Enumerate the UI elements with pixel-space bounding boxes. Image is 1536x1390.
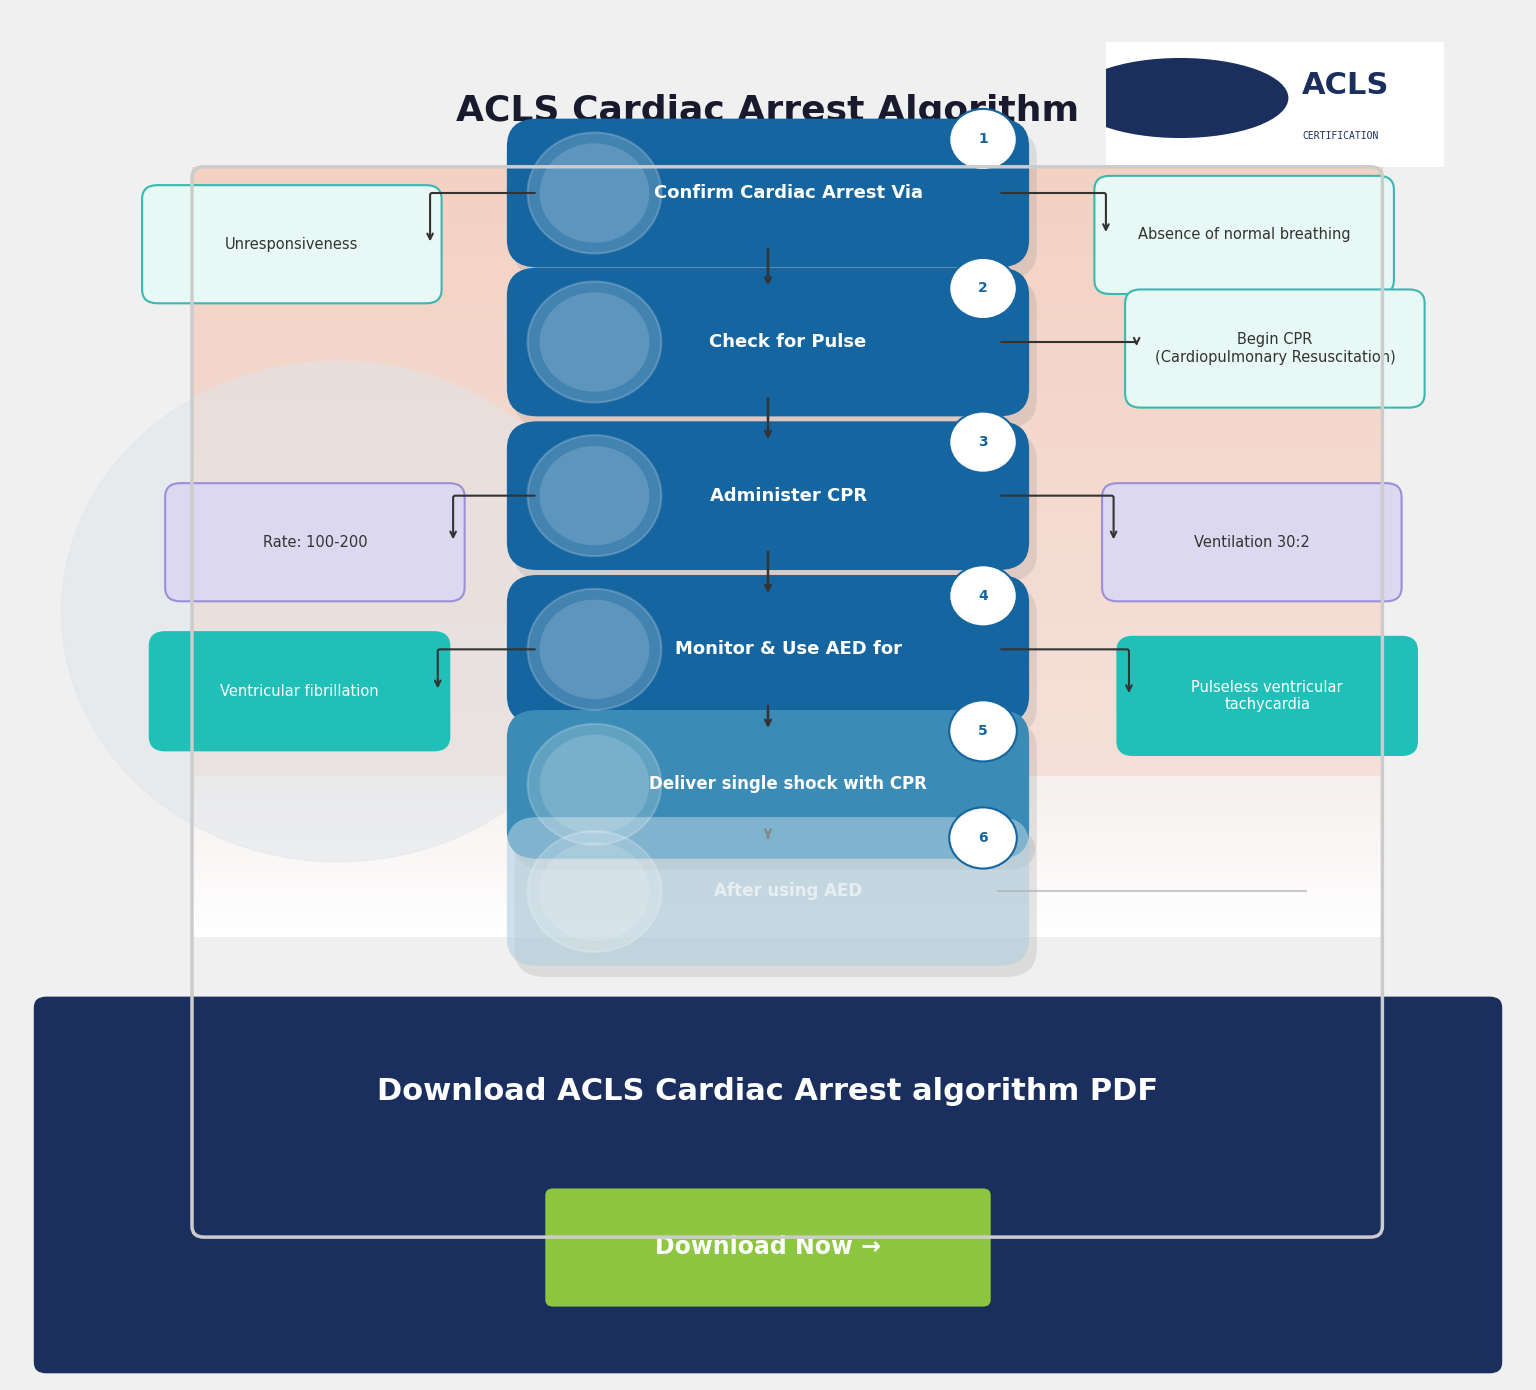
Text: 1: 1 xyxy=(978,132,988,146)
FancyBboxPatch shape xyxy=(151,632,449,751)
Text: CERTIFICATION: CERTIFICATION xyxy=(1303,131,1378,140)
FancyBboxPatch shape xyxy=(34,997,1502,1373)
Text: ACLS Cardiac Arrest Algorithm: ACLS Cardiac Arrest Algorithm xyxy=(456,95,1080,128)
Circle shape xyxy=(61,361,614,862)
FancyBboxPatch shape xyxy=(1117,637,1416,755)
Circle shape xyxy=(949,701,1017,762)
FancyBboxPatch shape xyxy=(515,432,1037,581)
Circle shape xyxy=(527,831,662,952)
Text: Begin CPR
(Cardiopulmonary Resuscitation): Begin CPR (Cardiopulmonary Resuscitation… xyxy=(1155,332,1395,364)
FancyBboxPatch shape xyxy=(507,268,1029,417)
Text: Unresponsiveness: Unresponsiveness xyxy=(226,236,358,252)
Circle shape xyxy=(527,282,662,403)
FancyBboxPatch shape xyxy=(507,710,1029,859)
Circle shape xyxy=(539,143,650,243)
FancyBboxPatch shape xyxy=(1094,177,1395,295)
Text: Administer CPR: Administer CPR xyxy=(710,486,866,505)
FancyBboxPatch shape xyxy=(515,129,1037,278)
FancyBboxPatch shape xyxy=(507,817,1029,966)
Circle shape xyxy=(539,735,650,834)
Circle shape xyxy=(539,599,650,699)
Circle shape xyxy=(1072,58,1289,138)
Circle shape xyxy=(949,808,1017,869)
Text: Download Now →: Download Now → xyxy=(654,1234,882,1259)
FancyBboxPatch shape xyxy=(1124,289,1424,407)
Text: Monitor & Use AED for: Monitor & Use AED for xyxy=(674,641,902,659)
Text: 2: 2 xyxy=(978,282,988,296)
Circle shape xyxy=(539,842,650,941)
FancyBboxPatch shape xyxy=(507,421,1029,570)
FancyBboxPatch shape xyxy=(141,185,442,303)
FancyBboxPatch shape xyxy=(515,587,1037,735)
Circle shape xyxy=(527,589,662,710)
Text: Download ACLS Cardiac Arrest algorithm PDF: Download ACLS Cardiac Arrest algorithm P… xyxy=(378,1077,1158,1105)
Text: Confirm Cardiac Arrest Via: Confirm Cardiac Arrest Via xyxy=(653,183,923,202)
FancyBboxPatch shape xyxy=(515,828,1037,977)
Circle shape xyxy=(527,724,662,845)
Circle shape xyxy=(539,292,650,392)
Text: 4: 4 xyxy=(978,589,988,603)
FancyBboxPatch shape xyxy=(515,721,1037,870)
FancyBboxPatch shape xyxy=(545,1188,991,1307)
FancyBboxPatch shape xyxy=(507,575,1029,724)
Text: Ventilation 30:2: Ventilation 30:2 xyxy=(1193,535,1310,549)
Text: After using AED: After using AED xyxy=(714,883,862,901)
FancyBboxPatch shape xyxy=(1089,36,1461,172)
Text: ACLS: ACLS xyxy=(1303,71,1389,100)
Circle shape xyxy=(539,446,650,545)
Text: 3: 3 xyxy=(978,435,988,449)
Text: 5: 5 xyxy=(978,724,988,738)
Circle shape xyxy=(949,566,1017,627)
Circle shape xyxy=(949,411,1017,473)
Text: Pulseless ventricular
tachycardia: Pulseless ventricular tachycardia xyxy=(1192,680,1342,712)
Text: Check for Pulse: Check for Pulse xyxy=(710,334,866,352)
Text: Rate: 100-200: Rate: 100-200 xyxy=(263,535,367,549)
Text: Absence of normal breathing: Absence of normal breathing xyxy=(1138,228,1350,242)
FancyBboxPatch shape xyxy=(515,279,1037,428)
FancyBboxPatch shape xyxy=(166,484,464,602)
Circle shape xyxy=(949,108,1017,170)
Text: 6: 6 xyxy=(978,831,988,845)
Text: Ventricular fibrillation: Ventricular fibrillation xyxy=(220,684,379,699)
FancyBboxPatch shape xyxy=(507,118,1029,267)
Text: Deliver single shock with CPR: Deliver single shock with CPR xyxy=(650,776,928,794)
Circle shape xyxy=(527,132,662,253)
Circle shape xyxy=(527,435,662,556)
FancyBboxPatch shape xyxy=(1101,484,1401,602)
Circle shape xyxy=(949,259,1017,320)
